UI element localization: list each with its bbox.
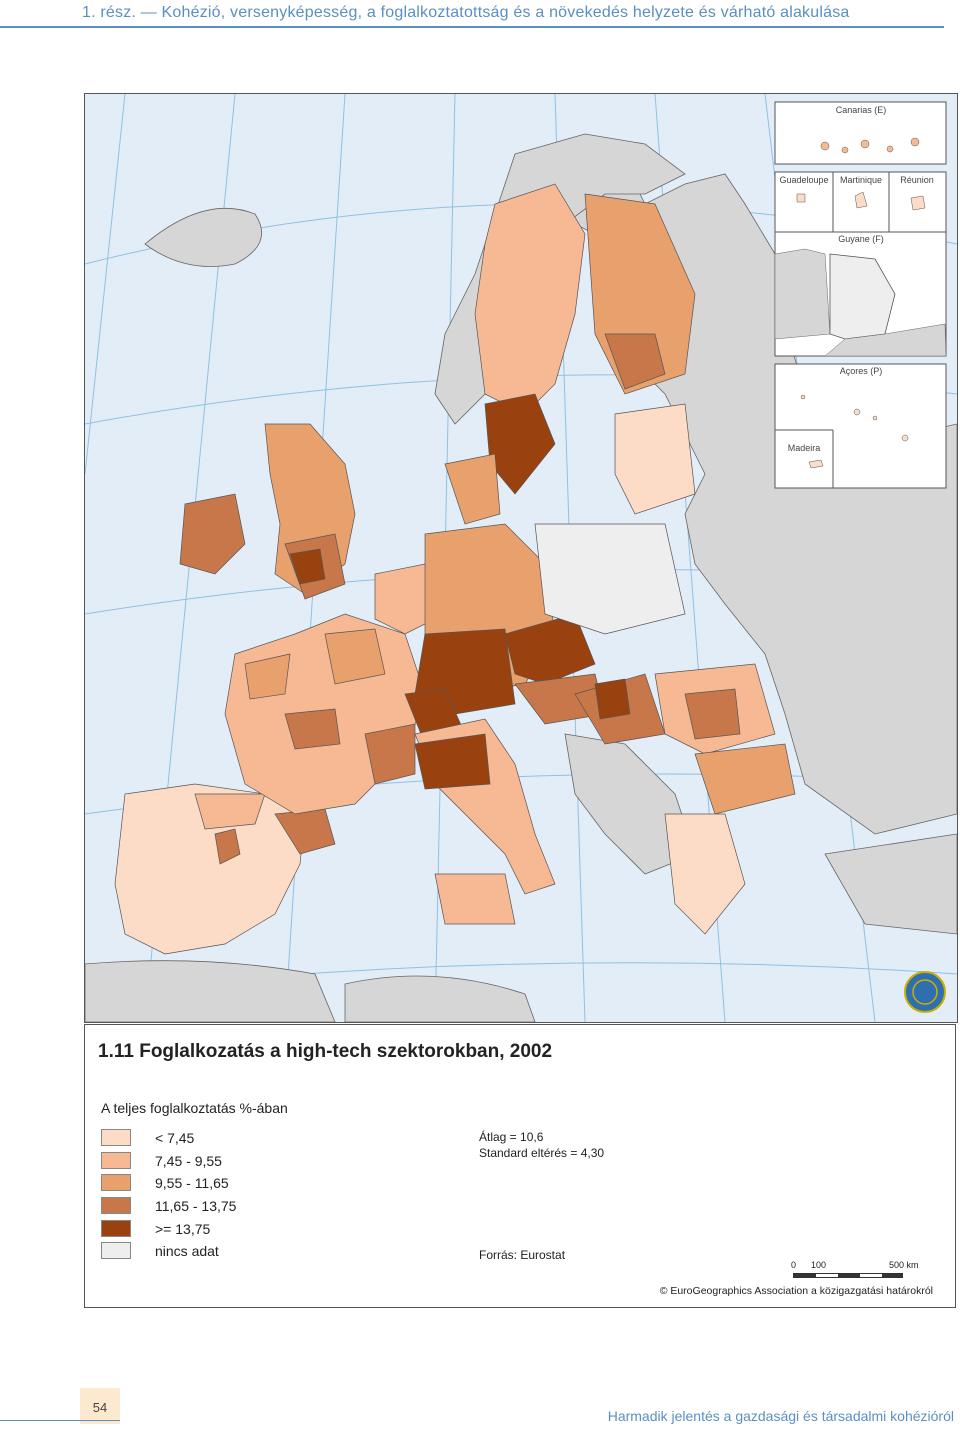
stats-sd: Standard eltérés = 4,30 <box>479 1146 605 1160</box>
legend-label: >= 13,75 <box>155 1221 211 1237</box>
reunion-island <box>910 195 926 211</box>
region-iberia <box>114 783 306 955</box>
legend-label: < 7,45 <box>155 1130 195 1146</box>
footer-divider <box>0 1420 120 1421</box>
legend-label: 7,45 - 9,55 <box>155 1153 222 1169</box>
martinique-island <box>854 191 868 209</box>
page-header-title: 1. rész. — Kohézió, versenyképesség, a f… <box>82 4 850 21</box>
north-africa-shape-2 <box>344 975 536 1022</box>
region-bretagne <box>244 653 291 700</box>
legend-swatch <box>101 1174 131 1191</box>
legend-label: 11,65 - 13,75 <box>155 1198 237 1214</box>
map-subtitle: A teljes foglalkoztatás %-ában <box>101 1100 288 1116</box>
iceland-shape <box>144 207 263 267</box>
region-baltics <box>614 403 696 515</box>
legend-label: nincs adat <box>155 1243 219 1259</box>
footer-title: Harmadik jelentés a gazdasági és társada… <box>607 1408 954 1424</box>
turkey-shape <box>824 833 957 935</box>
suriname-shape <box>774 248 831 340</box>
region-rhone-alpes <box>364 723 416 785</box>
stats-block: Átlag = 10,6 Standard eltérés = 4,30 <box>479 1129 604 1161</box>
region-sweden <box>474 183 586 415</box>
region-denmark <box>444 453 501 525</box>
inset-canarias <box>774 101 947 165</box>
region-ebro <box>194 793 266 830</box>
region-lombardia <box>414 733 491 790</box>
regio-logo <box>904 971 946 1013</box>
region-bulgaria <box>694 743 796 815</box>
map-title: 1.11 Foglalkozatás a high-tech szektorok… <box>98 1041 553 1062</box>
region-budapest <box>594 678 631 720</box>
legend-label: 9,55 - 11,65 <box>155 1175 229 1191</box>
region-bucuresti <box>684 688 741 740</box>
region-ireland <box>179 493 246 575</box>
copyright-note: © EuroGeographics Association a közigazg… <box>659 1285 933 1297</box>
legend-panel: 1.11 Foglalkozatás a high-tech szektorok… <box>84 1024 956 1308</box>
guadeloupe-island <box>796 193 806 203</box>
region-sicily <box>434 873 516 925</box>
page-header: 1. rész. — Kohézió, versenyképesség, a f… <box>0 0 960 30</box>
region-stockholm <box>484 393 556 495</box>
europe-map: Canarias (E) Guadeloupe Martinique Réuni… <box>85 94 957 1022</box>
legend-swatch <box>101 1129 131 1146</box>
region-midi-pyrenees <box>284 708 341 750</box>
region-ile-de-france <box>324 628 386 685</box>
madeira-island <box>808 459 824 469</box>
map-panel: Canarias (E) Guadeloupe Martinique Réuni… <box>84 93 958 1023</box>
legend-swatch <box>101 1242 131 1259</box>
inset-guadeloupe-label: Guadeloupe <box>779 175 828 185</box>
scale-label-end: 500 km <box>889 1260 919 1270</box>
stats-mean: Átlag = 10,6 <box>479 1130 544 1144</box>
legend-swatch <box>101 1197 131 1214</box>
region-helsinki <box>604 333 666 390</box>
page-number-box: 54 <box>80 1388 120 1424</box>
inset-martinique-label: Martinique <box>840 175 882 185</box>
inset-panels: Canarias (E) Guadeloupe Martinique Réuni… <box>774 101 947 489</box>
region-greece <box>664 813 746 935</box>
acores-islands <box>800 394 909 442</box>
inset-madeira-label: Madeira <box>788 443 821 453</box>
header-divider <box>0 26 944 28</box>
inset-acores-label: Açores (P) <box>840 366 883 376</box>
inset-reunion-label: Réunion <box>900 175 934 185</box>
legend-swatch <box>101 1220 131 1237</box>
scale-bar: 0 100 500 km <box>791 1253 921 1278</box>
legend-swatch <box>101 1152 131 1169</box>
inset-guyane-label: Guyane (F) <box>838 234 884 244</box>
page-number: 54 <box>92 1400 108 1415</box>
eu-regions <box>114 183 796 955</box>
north-africa-shape <box>85 960 336 1022</box>
balkans-shape <box>564 733 696 875</box>
scale-line <box>793 1273 903 1278</box>
inset-canarias-label: Canarias (E) <box>836 105 887 115</box>
brazil-shape <box>824 323 947 357</box>
region-poland <box>534 523 686 635</box>
canarias-islands <box>820 137 920 154</box>
region-madrid <box>214 828 241 865</box>
source-note: Forrás: Eurostat <box>479 1248 566 1262</box>
inset-acores <box>774 363 947 489</box>
region-london-area <box>289 548 326 585</box>
scale-label-zero: 0 <box>791 1260 797 1270</box>
scale-label-mid: 100 <box>811 1260 827 1270</box>
